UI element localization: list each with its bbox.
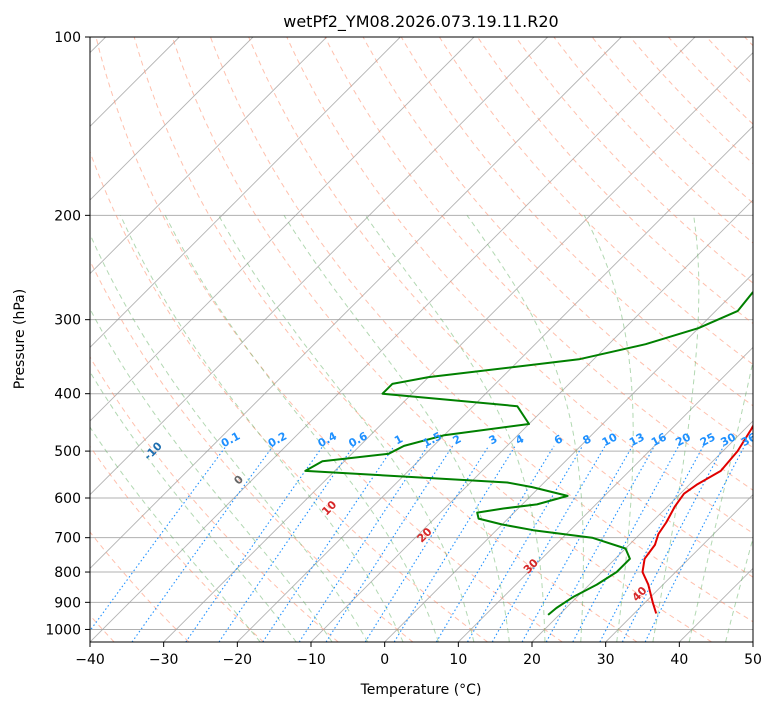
moist-adiabat-line — [653, 215, 699, 642]
x-tick-label: −40 — [75, 652, 105, 668]
mixing-ratio-label: 10 — [600, 430, 620, 449]
mixing-ratio-line — [394, 446, 515, 642]
mixing-ratio-label: 30 — [718, 430, 738, 449]
isotherm-line — [532, 37, 775, 642]
mixing-ratio-label: 13 — [627, 430, 647, 449]
mixing-ratio-label: 36 — [739, 430, 759, 449]
isotherm-line — [90, 37, 695, 642]
moist-adiabat-line — [284, 215, 509, 642]
mixing-ratio-line — [82, 446, 227, 642]
mixing-ratio-label: 25 — [698, 430, 718, 449]
y-tick-label: 700 — [54, 531, 81, 547]
y-tick-label: 300 — [54, 313, 81, 329]
x-tick-label: 40 — [670, 652, 688, 668]
moist-adiabat-line — [82, 215, 368, 642]
y-tick-label: 500 — [54, 444, 81, 460]
dry-adiabat-label: -20 — [57, 404, 80, 427]
x-axis-label: Temperature (°C) — [360, 682, 482, 698]
isotherm-line — [164, 37, 769, 642]
moist-adiabat-line — [726, 215, 775, 642]
x-tick-label: 10 — [449, 652, 467, 668]
isotherm-line — [0, 37, 548, 642]
isotherm-line — [0, 37, 400, 642]
mixing-ratio-label: 3 — [487, 432, 500, 447]
dry-adiabat-line — [134, 37, 637, 642]
isotherm-line — [458, 37, 775, 642]
x-tick-label: 20 — [523, 652, 541, 668]
moist-adiabat-line — [689, 215, 775, 642]
mixing-ratio-label: 20 — [673, 430, 693, 449]
mixing-ratio-line — [468, 446, 583, 642]
mixing-ratio-line — [573, 446, 679, 642]
mixing-ratio-line — [546, 446, 654, 642]
isotherm-line — [0, 37, 474, 642]
mixing-ratio-label: 0.1 — [219, 429, 242, 450]
x-tick-label: 50 — [744, 652, 762, 668]
isotherm-line — [0, 37, 253, 642]
x-tick-label: −20 — [223, 652, 253, 668]
isotherm-line — [679, 37, 775, 642]
mixing-ratio-line — [645, 446, 744, 642]
dry-adiabat-line — [592, 37, 775, 642]
y-tick-label: 900 — [54, 595, 81, 611]
isotherm-line — [16, 37, 621, 642]
x-tick-label: 0 — [380, 652, 389, 668]
mixing-ratio-label: 1 — [392, 432, 405, 447]
dry-adiabat-line — [707, 37, 775, 642]
chart-title: wetPf2_YM08.2026.073.19.11.R20 — [283, 12, 558, 32]
isotherm-line — [311, 37, 775, 642]
y-tick-label: 600 — [54, 491, 81, 507]
moist-adiabat-line — [0, 215, 260, 642]
mixing-ratio-label: 16 — [649, 430, 669, 449]
mixing-ratio-label: 8 — [581, 432, 594, 447]
y-axis-label: Pressure (hPa) — [12, 289, 28, 389]
dry-adiabat-line — [20, 37, 413, 642]
dry-adiabat-line — [0, 37, 264, 642]
y-tick-label: 400 — [54, 387, 81, 403]
y-tick-label: 800 — [54, 565, 81, 581]
dry-adiabat-line — [0, 37, 338, 642]
mixing-ratio-line — [600, 446, 704, 642]
isotherm-line — [237, 37, 775, 642]
dry-adiabat-line — [58, 37, 488, 642]
moist-adiabat-line — [121, 215, 404, 642]
mixing-ratio-label: 2 — [451, 432, 464, 447]
mixing-ratio-line — [522, 446, 632, 642]
moist-adiabat-line — [467, 215, 583, 642]
x-tick-label: −10 — [296, 652, 326, 668]
dry-adiabat-line — [0, 37, 189, 642]
mixing-ratio-line — [436, 446, 554, 642]
isotherm-line — [0, 37, 327, 642]
mixing-ratio-line — [186, 446, 323, 642]
mixing-ratio-label: 0.4 — [316, 429, 340, 450]
isotherm-line — [753, 37, 775, 642]
dry-adiabat-line — [668, 37, 775, 642]
dry-adiabat-line — [516, 37, 775, 642]
mixing-ratio-label: 0.6 — [346, 429, 370, 450]
y-tick-label: 100 — [54, 30, 81, 46]
mixing-ratio-label: 1.5 — [421, 429, 444, 450]
isotherm-line — [385, 37, 775, 642]
temperature-profile — [643, 37, 775, 614]
mixing-ratio-label: 4 — [513, 432, 526, 447]
x-tick-label: −30 — [149, 652, 179, 668]
moist-adiabat-line — [219, 215, 474, 642]
y-tick-label: 1000 — [45, 622, 81, 638]
dewpoint-profile — [305, 37, 775, 615]
dry-adiabat-label: 30 — [521, 556, 541, 576]
x-tick-label: 30 — [597, 652, 615, 668]
y-tick-label: 200 — [54, 208, 81, 224]
dry-adiabat-label: -10 — [141, 439, 164, 462]
